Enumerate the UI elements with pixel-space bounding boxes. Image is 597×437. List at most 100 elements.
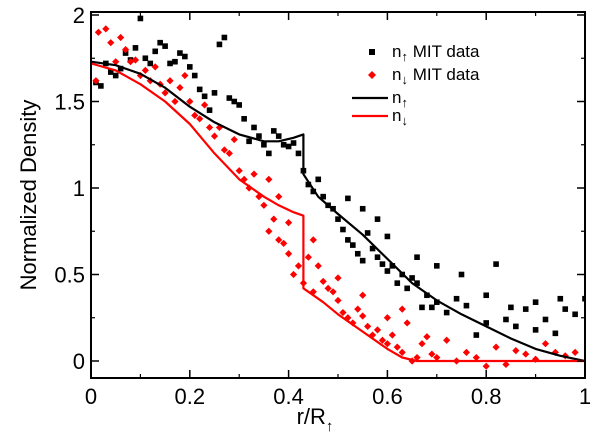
data-point bbox=[428, 350, 436, 358]
data-point bbox=[339, 308, 347, 317]
data-point bbox=[419, 304, 425, 311]
series-0 bbox=[93, 15, 585, 338]
data-point bbox=[383, 314, 391, 322]
legend-label: n↑ bbox=[392, 88, 408, 110]
data-point bbox=[315, 176, 322, 183]
data-point bbox=[551, 348, 559, 356]
data-point bbox=[280, 239, 288, 247]
data-point bbox=[329, 288, 337, 296]
x-tick-label: 0.6 bbox=[372, 384, 403, 409]
data-point bbox=[250, 170, 258, 178]
legend-label: n↓ bbox=[392, 106, 408, 128]
data-point bbox=[280, 141, 287, 148]
data-point bbox=[409, 275, 415, 281]
data-point bbox=[151, 63, 159, 71]
data-point bbox=[132, 45, 139, 51]
data-point bbox=[453, 295, 460, 302]
data-point bbox=[522, 306, 529, 312]
data-point bbox=[502, 360, 510, 369]
data-point bbox=[404, 285, 410, 292]
data-point bbox=[251, 124, 257, 131]
data-point bbox=[201, 93, 208, 100]
data-point bbox=[275, 133, 282, 139]
legend-entry: n↓ MIT data bbox=[368, 65, 480, 87]
data-point bbox=[552, 330, 559, 337]
data-point bbox=[112, 72, 119, 79]
data-point bbox=[483, 292, 489, 299]
data-point bbox=[205, 123, 214, 132]
data-point bbox=[131, 56, 140, 64]
plot-frame bbox=[90, 11, 586, 379]
data-point bbox=[383, 340, 391, 348]
data-point bbox=[354, 250, 361, 257]
data-point bbox=[394, 280, 401, 286]
data-point bbox=[294, 262, 303, 270]
data-point bbox=[265, 175, 273, 183]
x-axis-title-main: r/R bbox=[297, 404, 326, 429]
x-tick-label: 1 bbox=[579, 384, 591, 409]
data-point bbox=[414, 254, 420, 260]
data-point bbox=[508, 304, 514, 311]
data-point bbox=[270, 128, 277, 134]
data-point bbox=[275, 193, 283, 201]
data-point bbox=[334, 274, 342, 282]
data-point bbox=[270, 215, 278, 223]
legend-marker bbox=[369, 49, 375, 55]
data-point bbox=[241, 116, 247, 122]
data-point bbox=[187, 64, 193, 70]
legend-entry: n↑ bbox=[352, 88, 408, 110]
data-point bbox=[117, 33, 125, 42]
data-point bbox=[210, 132, 219, 140]
y-axis-title: Normalized Density bbox=[16, 100, 41, 291]
data-point bbox=[162, 43, 168, 49]
legend-entry: n↓ bbox=[352, 106, 408, 128]
data-point bbox=[473, 332, 480, 338]
data-point bbox=[265, 227, 273, 235]
data-point bbox=[462, 348, 471, 356]
y-tick-label: 0 bbox=[73, 349, 85, 374]
data-point bbox=[182, 53, 188, 60]
x-tick-label: 0.8 bbox=[471, 384, 502, 409]
x-axis-title: r/R↑ bbox=[297, 404, 334, 435]
data-point bbox=[388, 331, 396, 339]
data-point bbox=[285, 219, 293, 227]
data-point bbox=[211, 90, 218, 96]
data-point bbox=[334, 296, 342, 305]
data-point bbox=[359, 312, 367, 320]
data-point bbox=[374, 254, 381, 260]
data-point bbox=[513, 323, 519, 330]
data-point bbox=[423, 333, 431, 341]
legend-entry: n↑ MIT data bbox=[369, 42, 480, 64]
data-point bbox=[94, 28, 103, 36]
data-point bbox=[368, 331, 377, 339]
data-point bbox=[414, 280, 420, 286]
data-point bbox=[166, 77, 174, 85]
data-point bbox=[393, 343, 401, 351]
data-point bbox=[142, 55, 149, 62]
data-point bbox=[177, 50, 183, 56]
data-point bbox=[472, 353, 480, 362]
data-point bbox=[384, 233, 391, 240]
data-point bbox=[493, 261, 499, 267]
data-point bbox=[231, 98, 238, 105]
data-point bbox=[92, 77, 100, 85]
x-tick-label: 0.4 bbox=[273, 384, 304, 409]
data-point bbox=[572, 311, 578, 318]
data-point bbox=[236, 102, 242, 108]
data-point bbox=[220, 146, 228, 154]
data-point bbox=[290, 140, 297, 146]
data-point bbox=[373, 326, 382, 334]
data-point bbox=[335, 216, 341, 222]
data-point bbox=[98, 83, 104, 89]
axis-ticks: 0 0.2 0.4 0.6 0.8 1 0 0.5 1 1.5 2 bbox=[54, 3, 591, 409]
data-point bbox=[378, 336, 387, 344]
data-point bbox=[112, 58, 120, 66]
data-point bbox=[364, 322, 372, 330]
data-point bbox=[309, 236, 317, 244]
data-point bbox=[345, 195, 351, 202]
data-point bbox=[345, 237, 351, 243]
data-point bbox=[225, 149, 233, 157]
data-point bbox=[384, 268, 391, 274]
data-point bbox=[191, 72, 198, 79]
data-point bbox=[304, 253, 312, 261]
